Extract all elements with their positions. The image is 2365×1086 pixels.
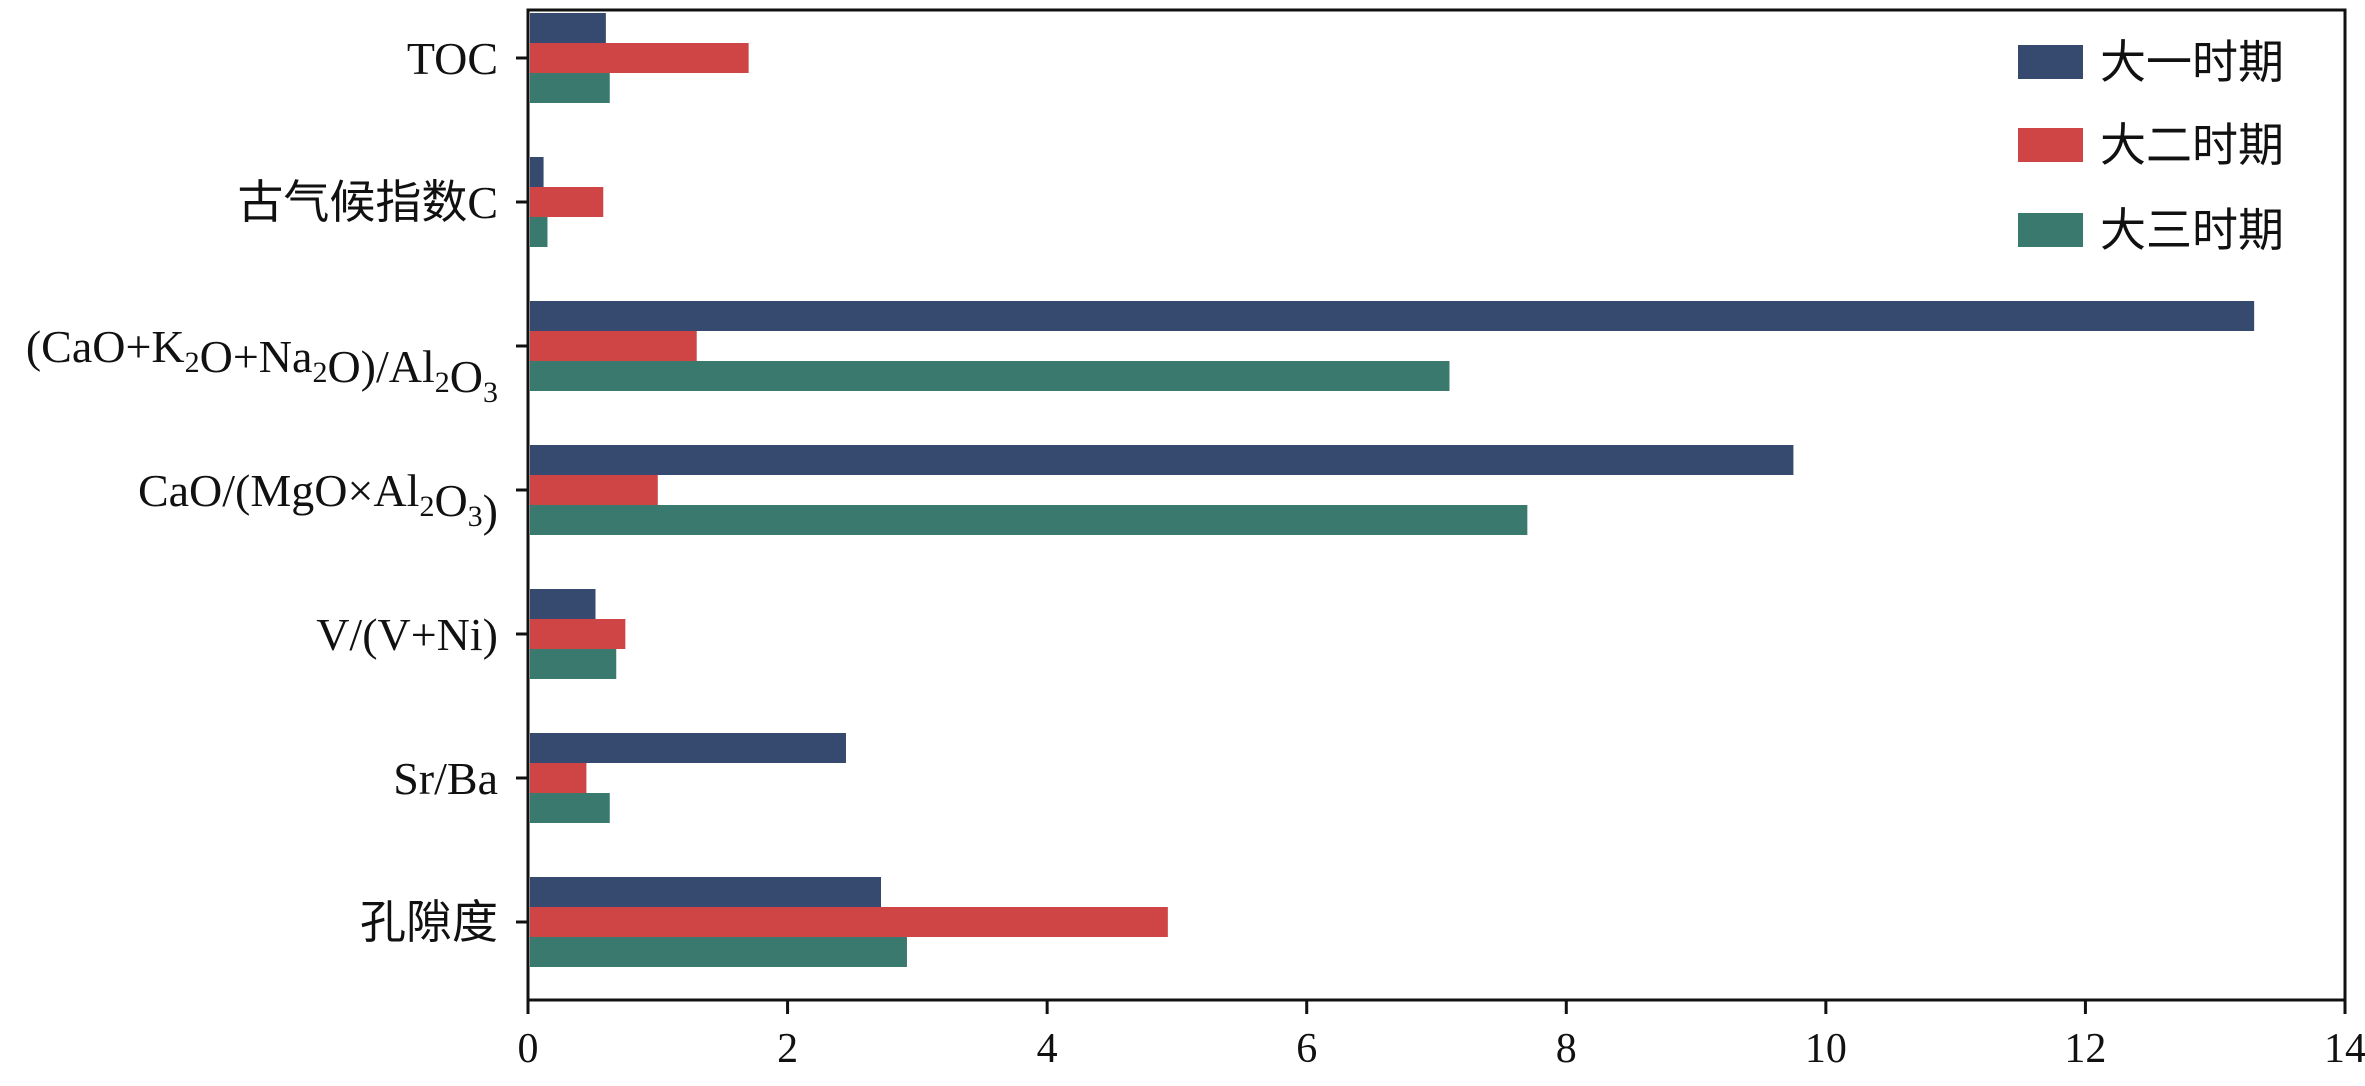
bar-3-v-v-ni [530,649,617,679]
x-tick-label: 14 [2324,1026,2365,1072]
bar-1-sr-ba [530,733,846,763]
x-tick-label: 0 [518,1026,539,1072]
y-tick-label: (CaO+K2O+Na2O)/Al2O3 [26,321,498,409]
legend-swatch [2018,45,2083,79]
bar-1-cat [530,877,882,907]
y-tick-label: Sr/Ba [393,753,498,804]
y-axis: TOC 古气候指数C (CaO+K2O+Na2O)/Al2O3 CaO/(MgO×Al… [26,33,528,948]
x-axis: 0 2 4 6 8 10 12 14 [518,1000,2365,1072]
bar-2-cat [530,907,1168,937]
bar-2-sr-ba [530,763,587,793]
bar-3-sr-ba [530,793,610,823]
y-tick-label: CaO/(MgO×Al2O3) [138,465,498,536]
legend-swatch [2018,213,2083,247]
bar-3-cat [530,937,907,967]
legend-label: 大二时期 [2100,118,2284,172]
x-tick-label: 2 [777,1026,798,1072]
bar-1-cao-mgo-al2o3 [530,445,1794,475]
y-tick-label: 孔隙度 [360,897,498,948]
legend-label: 大一时期 [2100,35,2284,89]
bar-2-v-v-ni [530,619,626,649]
bar-2-cao-mgo-al2o3 [530,475,658,505]
bar-3-cao-k2o-na2o-al2o3 [530,361,1450,391]
plot-frame [526,8,2347,1002]
x-tick-label: 10 [1805,1026,1847,1072]
bar-2-c [530,187,604,217]
x-tick-label: 4 [1037,1026,1058,1072]
legend-label: 大三时期 [2100,203,2284,257]
bar-2-cao-k2o-na2o-al2o3 [530,331,697,361]
legend-swatch [2018,128,2083,162]
bar-1-v-v-ni [530,589,596,619]
bar-1-cao-k2o-na2o-al2o3 [530,301,2255,331]
bar-3-toc [530,73,610,103]
bar-1-c [530,157,544,187]
y-tick-label: 古气候指数C [237,177,498,228]
bars-group [530,13,2255,967]
bar-3-c [530,217,548,247]
bar-3-cao-mgo-al2o3 [530,505,1528,535]
bar-1-toc [530,13,606,43]
y-tick-label: TOC [407,33,498,84]
x-tick-label: 12 [2064,1026,2106,1072]
bar-2-toc [530,43,749,73]
y-tick-label: V/(V+Ni) [316,609,498,660]
x-tick-label: 6 [1296,1026,1317,1072]
x-tick-label: 8 [1556,1026,1577,1072]
